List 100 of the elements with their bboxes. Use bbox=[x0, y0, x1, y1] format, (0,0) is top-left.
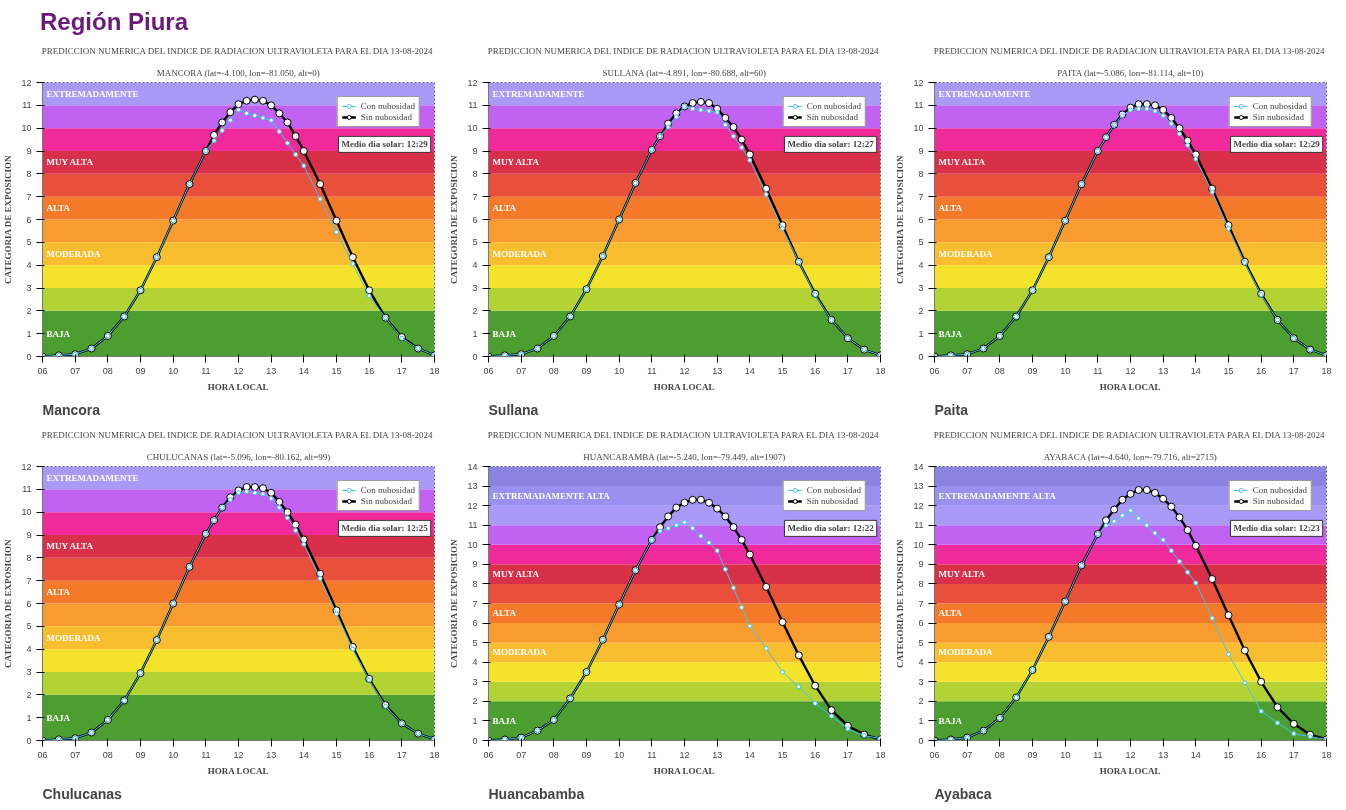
legend-label: Con nubosidad bbox=[1252, 485, 1307, 495]
x-tick-label: 14 bbox=[298, 365, 309, 376]
y-tick-label: 12 bbox=[467, 500, 478, 511]
band-label: MODERADA bbox=[492, 248, 547, 259]
x-tick-label: 13 bbox=[1158, 749, 1169, 760]
x-tick-label: 14 bbox=[744, 365, 755, 376]
band-label: ALTA bbox=[492, 203, 517, 214]
x-tick-label: 14 bbox=[1190, 749, 1201, 760]
x-tick-label: 18 bbox=[1321, 365, 1332, 376]
x-axis-title: HORA LOCAL bbox=[653, 381, 715, 392]
y-tick-label: 11 bbox=[468, 100, 478, 111]
annotation: Medio dia solar: 12:27 bbox=[787, 139, 875, 150]
x-tick-label: 09 bbox=[135, 749, 146, 760]
legend-label: Con nubosidad bbox=[360, 101, 415, 111]
x-tick-label: 16 bbox=[810, 365, 821, 376]
annotation: Medio dia solar: 12:29 bbox=[1233, 139, 1321, 150]
x-tick-label: 07 bbox=[70, 749, 81, 760]
x-tick-label: 11 bbox=[201, 365, 211, 376]
band-label: BAJA bbox=[938, 715, 963, 726]
y-tick-label: 12 bbox=[913, 500, 924, 511]
band-label: ALTA bbox=[938, 203, 963, 214]
chart-subtitle: SULLANA (lat=-4.891, lon=-80.688, alt=60) bbox=[602, 67, 766, 78]
y-axis-title: CATEGORIA DE EXPOSICION bbox=[449, 155, 460, 284]
y-tick-label: 8 bbox=[26, 168, 32, 179]
band-label: MUY ALTA bbox=[46, 541, 94, 552]
y-tick-label: 3 bbox=[918, 676, 924, 687]
x-tick-label: 17 bbox=[396, 749, 407, 760]
x-tick-label: 15 bbox=[777, 749, 788, 760]
legend-label: Sin nubosidad bbox=[360, 112, 412, 122]
x-tick-label: 08 bbox=[994, 749, 1005, 760]
y-tick-label: 0 bbox=[472, 735, 478, 746]
x-tick-label: 13 bbox=[712, 365, 723, 376]
annotation: Medio dia solar: 12:29 bbox=[341, 139, 429, 150]
y-axis-title: CATEGORIA DE EXPOSICION bbox=[895, 539, 906, 668]
x-tick-label: 06 bbox=[929, 365, 940, 376]
y-tick-label: 4 bbox=[472, 260, 478, 271]
x-tick-label: 11 bbox=[647, 749, 657, 760]
legend-label: Con nubosidad bbox=[1252, 101, 1307, 111]
legend-label: Sin nubosidad bbox=[1252, 496, 1304, 506]
y-tick-label: 13 bbox=[913, 481, 924, 492]
text: Paita bbox=[934, 401, 969, 418]
x-tick-label: 09 bbox=[135, 365, 146, 376]
y-tick-label: 3 bbox=[918, 283, 924, 293]
y-tick-label: 12 bbox=[913, 77, 924, 88]
chart-title: PREDICCION NUMERICA DEL INDICE DE RADIACION ULTRAVIOLETA PARA EL DIA 13-08-2024 bbox=[933, 429, 1326, 440]
legend-label: Con nubosidad bbox=[806, 485, 861, 495]
legend-label: Sin nubosidad bbox=[806, 112, 858, 122]
y-tick-label: 5 bbox=[26, 237, 32, 248]
x-tick-label: 09 bbox=[1027, 365, 1038, 376]
y-tick-label: 3 bbox=[472, 283, 478, 293]
x-tick-label: 18 bbox=[875, 365, 886, 376]
chart-title: PREDICCION NUMERICA DEL INDICE DE RADIACION ULTRAVIOLETA PARA EL DIA 13-08-2024 bbox=[487, 429, 880, 440]
x-tick-label: 08 bbox=[548, 749, 559, 760]
y-tick-label: 2 bbox=[918, 305, 924, 316]
band-label: BAJA bbox=[492, 715, 517, 726]
y-tick-label: 6 bbox=[472, 214, 478, 225]
y-tick-label: 8 bbox=[918, 578, 924, 589]
y-tick-label: 11 bbox=[22, 100, 32, 111]
y-tick-label: 4 bbox=[472, 657, 478, 668]
y-tick-label: 7 bbox=[26, 575, 32, 586]
y-tick-label: 5 bbox=[918, 637, 924, 648]
x-tick-label: 16 bbox=[1256, 365, 1267, 376]
y-axis-title: CATEGORIA DE EXPOSICION bbox=[449, 539, 460, 668]
x-tick-label: 12 bbox=[679, 365, 690, 376]
band-label: EXTREMADAMENTE bbox=[46, 88, 139, 99]
y-tick-label: 6 bbox=[26, 214, 32, 225]
band-label: MUY ALTA bbox=[938, 157, 986, 168]
x-tick-label: 06 bbox=[37, 365, 48, 376]
text: Chulucanas bbox=[42, 785, 123, 802]
y-tick-label: 3 bbox=[472, 676, 478, 687]
y-tick-label: 6 bbox=[918, 214, 924, 225]
y-tick-label: 7 bbox=[26, 191, 32, 202]
y-tick-label: 3 bbox=[26, 667, 32, 677]
x-tick-label: 08 bbox=[102, 749, 113, 760]
x-tick-label: 07 bbox=[516, 365, 527, 376]
band-label: EXTREMADAMENTE ALTA bbox=[492, 490, 611, 501]
chart-title: PREDICCION NUMERICA DEL INDICE DE RADIACION ULTRAVIOLETA PARA EL DIA 13-08-2024 bbox=[41, 45, 434, 56]
x-tick-label: 16 bbox=[364, 749, 375, 760]
y-tick-label: 12 bbox=[467, 77, 478, 88]
y-axis-title: CATEGORIA DE EXPOSICION bbox=[895, 155, 906, 284]
y-tick-label: 0 bbox=[918, 735, 924, 746]
band-label: MUY ALTA bbox=[492, 157, 540, 168]
y-tick-label: 11 bbox=[914, 100, 924, 111]
x-axis-title: HORA LOCAL bbox=[1099, 381, 1161, 392]
band-label: BAJA bbox=[492, 328, 517, 339]
x-tick-label: 16 bbox=[1256, 749, 1267, 760]
band-label: MODERADA bbox=[492, 647, 547, 658]
text: Ayabaca bbox=[934, 785, 992, 802]
annotation: Medio dia solar: 12:25 bbox=[341, 523, 429, 534]
x-tick-label: 06 bbox=[929, 749, 940, 760]
text: Sullana bbox=[488, 401, 539, 418]
y-tick-label: 10 bbox=[21, 507, 32, 518]
x-tick-label: 14 bbox=[298, 749, 309, 760]
y-tick-label: 2 bbox=[472, 696, 478, 707]
y-tick-label: 5 bbox=[472, 237, 478, 248]
band-label: EXTREMADAMENTE ALTA bbox=[938, 490, 1057, 501]
band-label: MODERADA bbox=[938, 248, 993, 259]
x-tick-label: 17 bbox=[842, 365, 853, 376]
y-tick-label: 10 bbox=[467, 539, 478, 550]
legend-label: Sin nubosidad bbox=[1252, 112, 1304, 122]
